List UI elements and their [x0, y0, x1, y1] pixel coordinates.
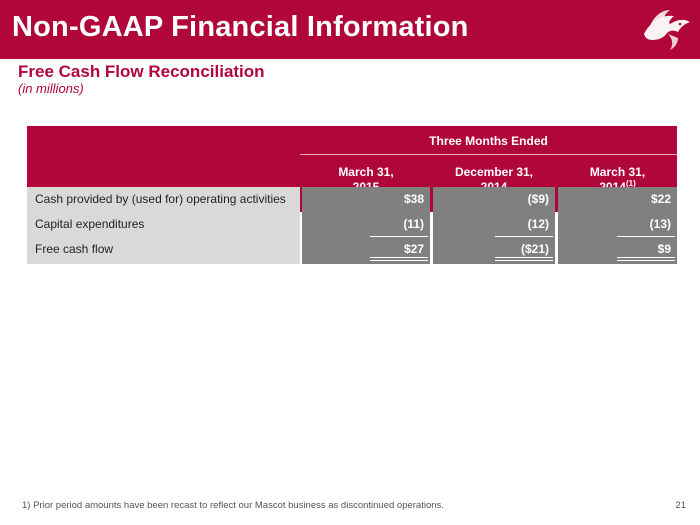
value-cell-wrap: (11)	[302, 212, 430, 237]
value-cell: ($21)	[520, 242, 549, 256]
group-header-divider	[300, 154, 677, 155]
column-header-line1: March 31,	[338, 165, 394, 179]
total-double-underline	[495, 257, 553, 261]
value-cell: (12)	[527, 217, 549, 231]
value-cell-wrap: $9	[558, 237, 677, 264]
table-row: Cash provided by (used for) operating ac…	[27, 187, 677, 212]
page-number: 21	[675, 500, 686, 511]
footnote: 1) Prior period amounts have been recast…	[22, 500, 444, 511]
title-bar: Non-GAAP Financial Information	[0, 0, 700, 59]
total-double-underline	[617, 257, 675, 261]
page-title: Non-GAAP Financial Information	[12, 11, 469, 43]
value-cell: $9	[657, 242, 671, 256]
table-row: Capital expenditures (11) (12) (13)	[27, 212, 677, 237]
column-header-line1: March 31,	[589, 165, 646, 179]
value-cell: $27	[403, 242, 424, 256]
subtotal-underline	[370, 236, 428, 237]
value-cell: $38	[302, 187, 430, 212]
value-cell-wrap: (12)	[433, 212, 555, 237]
value-cell-wrap: $27	[302, 237, 430, 264]
winged-mascot-logo-icon	[644, 10, 690, 50]
subtotal-underline	[617, 236, 675, 237]
value-cell: (13)	[649, 217, 671, 231]
value-cell-wrap: (13)	[558, 212, 677, 237]
value-cell-wrap: ($21)	[433, 237, 555, 264]
row-label: Cash provided by (used for) operating ac…	[27, 187, 300, 212]
value-cell: (11)	[403, 217, 424, 231]
total-double-underline	[370, 257, 428, 261]
units-note: (in millions)	[18, 81, 84, 96]
value-cell: ($9)	[433, 187, 555, 212]
value-cell: $22	[558, 187, 677, 212]
row-label: Free cash flow	[27, 237, 300, 264]
table-row-total: Free cash flow $27 ($21) $9	[27, 237, 677, 264]
row-label: Capital expenditures	[27, 212, 300, 237]
subtotal-underline	[495, 236, 553, 237]
column-header-line1: December 31,	[454, 165, 534, 179]
table-header-group-row: Three Months Ended	[27, 126, 677, 155]
footnote-marker: (1)	[625, 179, 636, 188]
section-title: Free Cash Flow Reconciliation	[18, 62, 265, 81]
group-header: Three Months Ended	[429, 134, 548, 148]
